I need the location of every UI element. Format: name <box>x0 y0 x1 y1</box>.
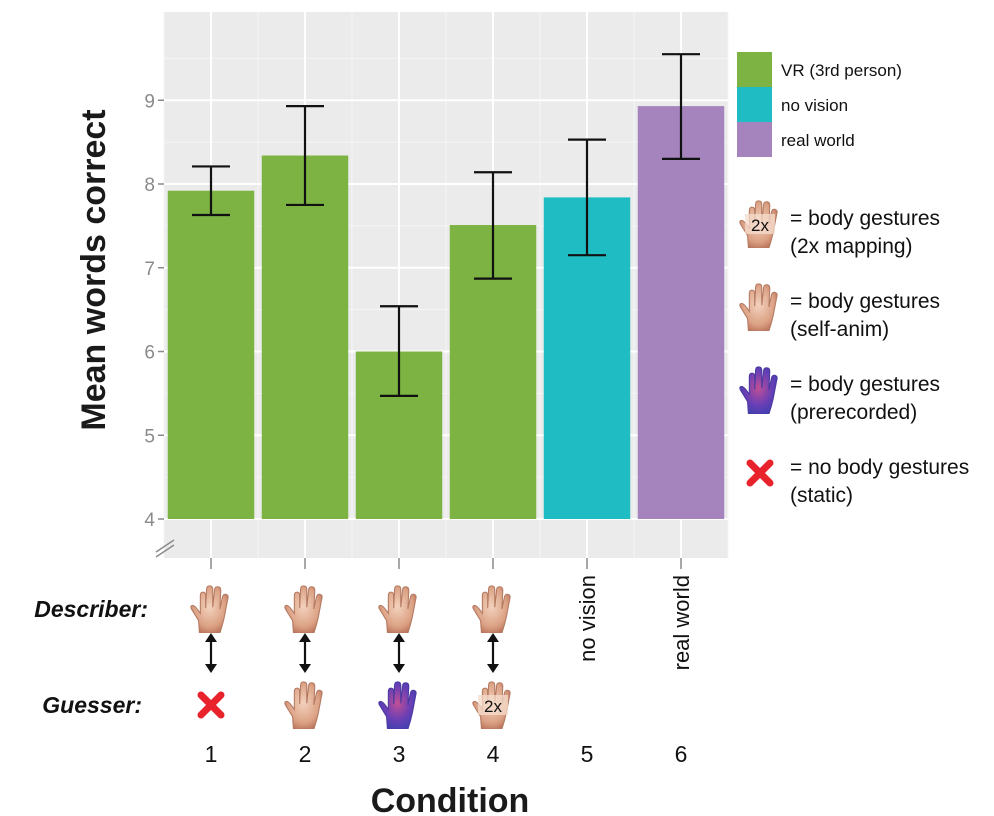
prerecorded-hand-icon <box>739 366 778 414</box>
hand-icon <box>284 681 323 729</box>
badge-bg <box>478 695 508 715</box>
key-label-line1: = body gestures <box>790 373 940 396</box>
legend-swatch <box>737 122 772 157</box>
badge-bg <box>745 214 775 234</box>
key-label-line2: (self-anim) <box>790 318 889 341</box>
bar <box>637 106 725 520</box>
hand-icon <box>739 283 778 331</box>
x-axis-label: Condition <box>371 782 530 816</box>
y-tick-label: 4 <box>144 510 155 531</box>
hand-icon <box>378 585 417 633</box>
y-tick-label: 6 <box>144 343 155 364</box>
guesser-row-label: Guesser: <box>42 692 142 718</box>
y-tick-label: 9 <box>144 91 155 112</box>
double-arrow-icon <box>205 633 217 673</box>
axis-break-mark <box>155 544 175 558</box>
x-tick-label: 4 <box>487 741 500 767</box>
describer-row-label: Describer: <box>34 596 148 622</box>
double-arrow-icon <box>299 633 311 673</box>
red-x-icon <box>746 459 774 487</box>
x-tick-label: 6 <box>675 741 688 767</box>
bar <box>167 190 255 519</box>
axis-break-mark <box>155 539 175 553</box>
y-axis-label: Mean words correct <box>75 109 113 430</box>
condition-text-label: no vision <box>575 575 600 662</box>
key-label-line2: (static) <box>790 484 853 507</box>
hand-2x-icon: 2x <box>472 681 511 729</box>
y-tick-label: 8 <box>144 175 155 196</box>
double-arrow-icon <box>487 633 499 673</box>
key-label-line1: = no body gestures <box>790 456 969 479</box>
hand-icon <box>190 585 229 633</box>
legend-label: real world <box>781 131 855 150</box>
key-label-line1: = body gestures <box>790 290 940 313</box>
key-label-line2: (prerecorded) <box>790 401 917 424</box>
hand-icon <box>472 585 511 633</box>
legend-swatch <box>737 87 772 122</box>
badge-2x: 2x <box>751 216 769 235</box>
y-tick-label: 5 <box>144 426 155 447</box>
x-tick-label: 2 <box>299 741 312 767</box>
double-arrow-icon <box>393 633 405 673</box>
hand-2x-icon: 2x <box>739 200 778 248</box>
key-label-line2: (2x mapping) <box>790 235 913 258</box>
prerecorded-hand-icon <box>378 681 417 729</box>
x-tick-label: 5 <box>581 741 594 767</box>
y-tick-label: 7 <box>144 259 155 280</box>
legend-label: VR (3rd person) <box>781 61 902 80</box>
legend-swatch <box>737 52 772 87</box>
legend-label: no vision <box>781 96 848 115</box>
key-label-line1: = body gestures <box>790 207 940 230</box>
badge-2x: 2x <box>484 697 502 716</box>
hand-icon <box>284 585 323 633</box>
x-tick-label: 3 <box>393 741 406 767</box>
red-x-icon <box>197 691 225 719</box>
bar <box>261 155 349 519</box>
condition-text-label: real world <box>669 575 694 670</box>
x-tick-label: 1 <box>205 741 218 767</box>
